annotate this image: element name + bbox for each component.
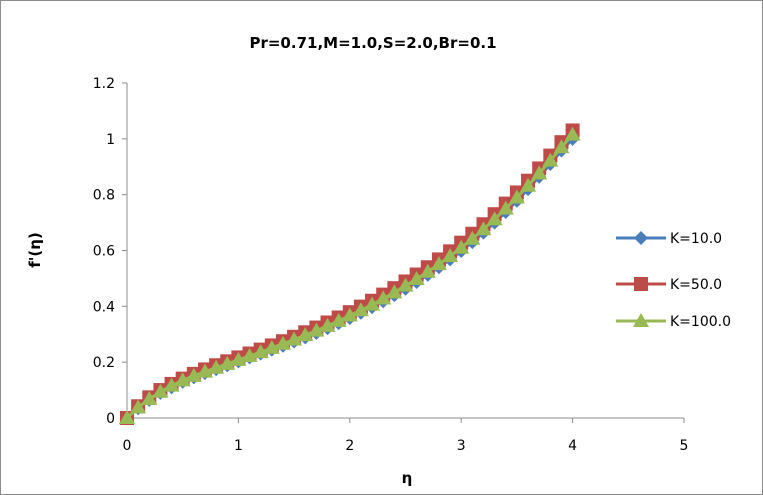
x-tick-label: 2 — [345, 438, 354, 454]
data-point — [430, 256, 447, 271]
x-axis-label: η — [402, 469, 413, 487]
data-point — [397, 277, 414, 292]
data-point — [464, 230, 481, 245]
legend-entry: K=10.0 — [616, 231, 722, 247]
legend-label: K=100.0 — [670, 314, 731, 330]
data-point — [141, 391, 158, 406]
data-point — [241, 348, 258, 363]
data-point — [542, 152, 559, 167]
legend-marker — [634, 277, 648, 291]
chart-title: Pr=0.71,M=1.0,S=2.0,Br=0.1 — [249, 34, 496, 52]
data-point — [352, 302, 369, 317]
data-point — [442, 248, 459, 263]
y-tick-label: 1.2 — [93, 76, 115, 92]
data-point — [386, 284, 403, 299]
data-point — [531, 165, 548, 180]
data-point — [319, 317, 336, 332]
data-point — [419, 263, 436, 278]
data-point — [174, 372, 191, 387]
data-point — [453, 239, 470, 254]
y-tick-label: 0 — [106, 411, 115, 427]
data-point — [330, 312, 347, 327]
data-point — [219, 355, 236, 370]
data-point — [564, 126, 581, 141]
data-point — [508, 189, 525, 204]
data-point — [274, 335, 291, 350]
y-tick-label: 0.8 — [93, 188, 115, 204]
data-point — [297, 327, 314, 342]
data-point — [185, 367, 202, 382]
x-tick-label: 5 — [680, 438, 689, 454]
data-point — [252, 344, 269, 359]
data-point — [163, 377, 180, 392]
x-tick-label: 3 — [457, 438, 466, 454]
data-point — [130, 399, 147, 414]
data-point — [341, 307, 358, 322]
data-point — [497, 200, 514, 215]
series-3 — [119, 126, 581, 424]
data-point — [553, 139, 570, 154]
data-point — [475, 221, 492, 236]
data-point — [263, 339, 280, 354]
y-tick-label: 0.2 — [93, 355, 115, 371]
x-tick-label: 1 — [234, 438, 243, 454]
y-tick-label: 0.6 — [93, 244, 115, 260]
data-point — [308, 322, 325, 337]
data-point — [119, 410, 135, 424]
y-tick-label: 0.4 — [93, 299, 115, 315]
legend-label: K=50.0 — [670, 277, 722, 293]
legend-entry: K=50.0 — [616, 277, 722, 293]
data-point — [364, 296, 381, 311]
data-point — [196, 363, 213, 378]
data-point — [208, 359, 225, 374]
x-tick-label: 4 — [568, 438, 577, 454]
data-point — [520, 177, 537, 192]
y-axis-label: f'(η) — [26, 232, 44, 268]
legend-entry: K=100.0 — [616, 313, 731, 330]
data-point — [152, 383, 169, 398]
legend-marker — [633, 313, 649, 327]
y-tick-label: 1 — [106, 132, 115, 148]
data-point — [408, 270, 425, 285]
data-point — [375, 290, 392, 305]
legend-marker — [634, 231, 648, 245]
legend-label: K=10.0 — [670, 231, 722, 247]
data-point — [286, 331, 303, 346]
x-tick-label: 0 — [123, 438, 132, 454]
data-point — [230, 351, 247, 366]
data-point — [486, 211, 503, 226]
